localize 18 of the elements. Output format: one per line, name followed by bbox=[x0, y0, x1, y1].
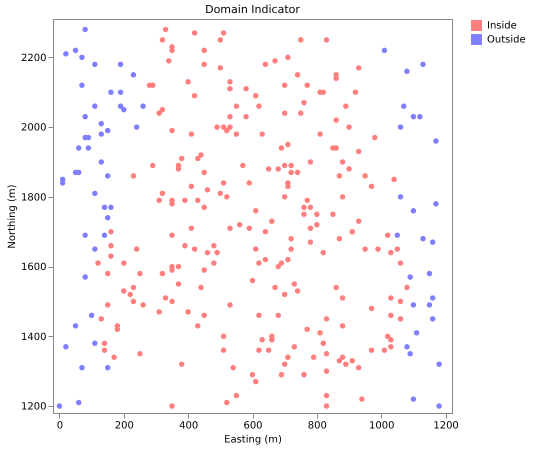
chart-title: Domain Indicator bbox=[205, 3, 300, 16]
x-tick-label: 600 bbox=[243, 420, 263, 432]
x-axis-title: Easting (m) bbox=[224, 434, 282, 446]
y-tick-label: 1200 bbox=[21, 402, 46, 413]
x-tick-label: 800 bbox=[308, 420, 327, 432]
y-tick-label: 1800 bbox=[21, 192, 46, 204]
y-tick-label: 2000 bbox=[21, 122, 46, 134]
x-tick-label: 400 bbox=[179, 420, 198, 432]
y-tick-label: 1400 bbox=[21, 332, 46, 343]
y-tick-label: 2200 bbox=[21, 52, 46, 64]
x-tick-label: 1000 bbox=[368, 420, 394, 432]
x-tick-label: 200 bbox=[114, 420, 134, 432]
x-tick-label: 1200 bbox=[433, 420, 459, 432]
y-axis-title: Northing (m) bbox=[7, 184, 18, 249]
legend-label: Outside bbox=[487, 34, 526, 46]
legend-label: Inside bbox=[487, 20, 517, 32]
x-tick-label: 0 bbox=[56, 420, 64, 432]
y-tick-label: 1600 bbox=[21, 262, 46, 274]
